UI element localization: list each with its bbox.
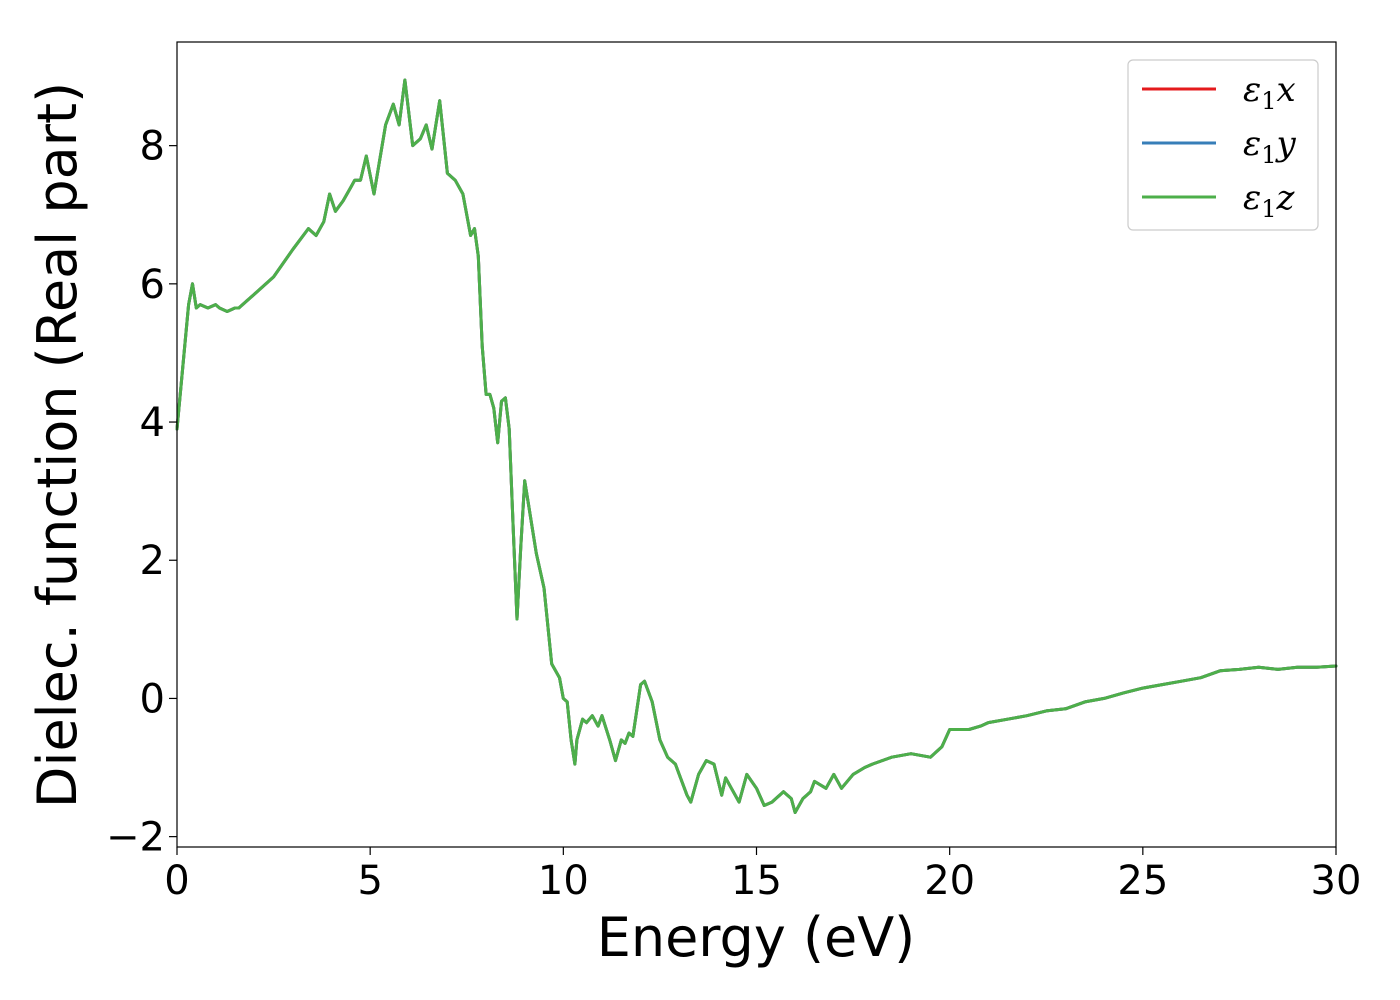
x-tick-label: 25 [1117,858,1168,904]
legend-label-2: ε1y [1243,124,1297,169]
x-tick-label: 20 [924,858,975,904]
x-tick-label: 0 [164,858,189,904]
series-lines [175,78,1338,814]
y-tick-label: 6 [140,262,165,308]
y-tick-label: 8 [140,124,165,170]
x-axis-title: Energy (eV) [597,906,916,969]
legend-box [1127,59,1319,231]
x-tick-label: 10 [538,858,589,904]
y-tick-label: 2 [140,538,165,584]
legend-label-1: ε1x [1243,70,1296,115]
y-axis-title: Dielec. function (Real part) [26,82,89,808]
x-tick-label: 15 [731,858,782,904]
y-tick-label: −2 [106,815,165,861]
x-tick-label: 30 [1311,858,1362,904]
series-line-3 [175,78,1338,814]
x-tick-label: 5 [357,858,382,904]
legend: ε1x ε1y ε1z [1127,59,1319,231]
y-tick-label: 4 [140,400,165,446]
y-axis: −2 0 2 4 6 8 [106,124,177,861]
legend-label-3: ε1z [1243,178,1296,223]
y-tick-label: 0 [140,676,165,722]
x-axis: 0 5 10 15 20 25 30 [164,847,1361,904]
